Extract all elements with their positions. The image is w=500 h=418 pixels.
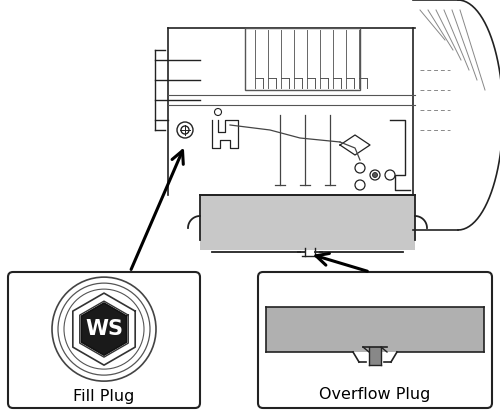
Circle shape bbox=[372, 173, 378, 178]
Bar bbox=[245, 28, 360, 90]
Bar bbox=[200, 195, 415, 250]
Bar bbox=[155, 5, 495, 255]
Text: Fill Plug: Fill Plug bbox=[74, 388, 134, 403]
FancyBboxPatch shape bbox=[258, 272, 492, 408]
Polygon shape bbox=[82, 303, 126, 355]
Bar bbox=[369, 347, 381, 365]
Text: WS: WS bbox=[85, 319, 123, 339]
FancyBboxPatch shape bbox=[8, 272, 200, 408]
Text: Overflow Plug: Overflow Plug bbox=[320, 387, 430, 402]
Bar bbox=[266, 307, 484, 352]
Polygon shape bbox=[80, 301, 128, 357]
